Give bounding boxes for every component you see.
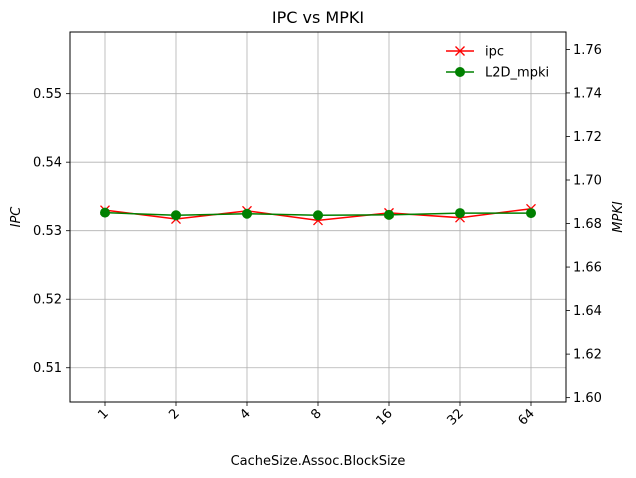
data-point-L2D_mpki xyxy=(100,207,110,218)
x-tick-label: 16 xyxy=(374,406,396,428)
legend-label-L2D_mpki: L2D_mpki xyxy=(485,66,549,81)
y-right-tick-label: 1.72 xyxy=(573,130,602,145)
x-axis-label: CacheSize.Assoc.BlockSize xyxy=(231,454,406,469)
x-tick-label: 32 xyxy=(445,406,467,428)
data-point-L2D_mpki xyxy=(171,210,181,221)
y-left-tick-label: 0.51 xyxy=(33,361,62,376)
data-point-L2D_mpki xyxy=(455,208,465,219)
y-left-tick-label: 0.54 xyxy=(33,156,62,171)
data-point-L2D_mpki xyxy=(526,208,536,219)
y-right-tick-label: 1.66 xyxy=(573,261,602,276)
y-axis-label-left: IPC xyxy=(9,206,24,228)
x-tick-label: 2 xyxy=(166,406,182,422)
y-right-tick-label: 1.70 xyxy=(573,174,602,189)
y-right-tick-label: 1.76 xyxy=(573,43,602,58)
x-tick-label: 1 xyxy=(95,406,111,422)
x-tick-label: 4 xyxy=(237,406,253,422)
legend: ipc L2D_mpki xyxy=(446,45,549,81)
y-right-tick-label: 1.60 xyxy=(573,391,602,406)
legend-marker-ipc xyxy=(455,46,465,56)
data-point-L2D_mpki xyxy=(384,209,394,220)
x-tick-label: 64 xyxy=(516,406,538,428)
legend-label-ipc: ipc xyxy=(485,45,504,60)
y-right-tick-label: 1.62 xyxy=(573,348,602,363)
x-tick-label: 8 xyxy=(308,406,324,422)
data-point-L2D_mpki xyxy=(242,208,252,219)
y-left-tick-label: 0.53 xyxy=(33,224,62,239)
y-left-tick-label: 0.52 xyxy=(33,293,62,308)
y-right-tick-label: 1.64 xyxy=(573,304,602,319)
y-right-tick-label: 1.68 xyxy=(573,217,602,232)
y-axis-label-right: MPKI xyxy=(611,201,626,233)
legend-marker-L2D_mpki xyxy=(455,67,465,77)
y-left-tick-label: 0.55 xyxy=(33,87,62,102)
series-layer xyxy=(100,203,536,226)
axes: 1 2 4 8 16 32 64 0.51 0.52 0.53 0.54 0.55 1.60 1.62 1.… xyxy=(33,43,602,429)
chart-title: IPC vs MPKI xyxy=(272,8,364,27)
y-right-tick-label: 1.74 xyxy=(573,86,602,101)
data-point-L2D_mpki xyxy=(313,210,323,221)
